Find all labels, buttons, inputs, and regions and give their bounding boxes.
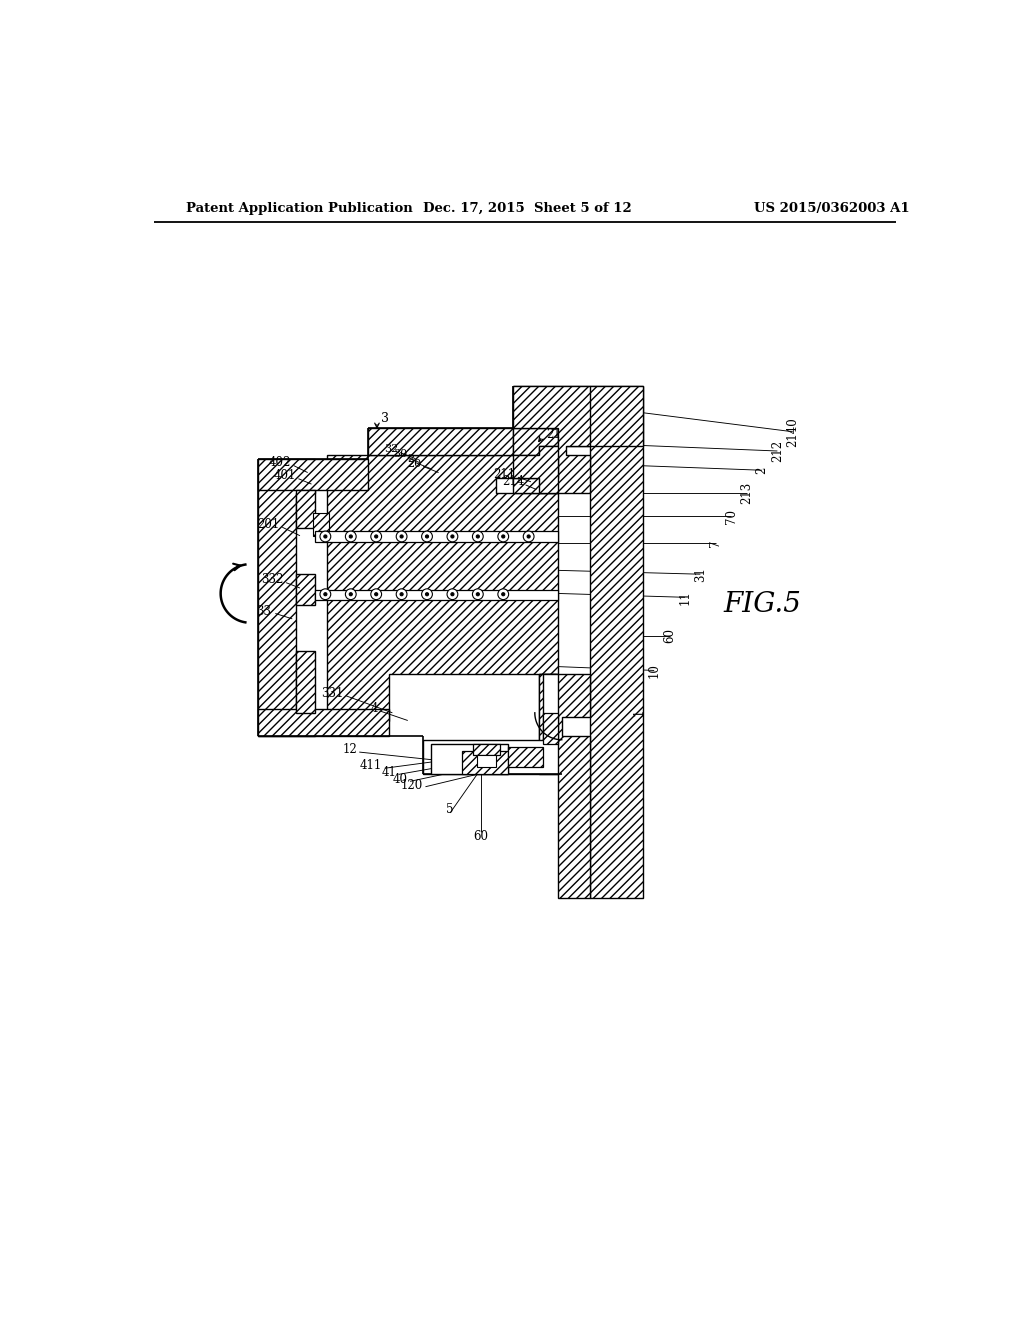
Text: 21: 21	[547, 428, 561, 441]
Polygon shape	[543, 713, 558, 743]
Polygon shape	[513, 428, 558, 455]
Text: 7: 7	[710, 540, 722, 548]
Text: 2: 2	[407, 454, 414, 465]
Polygon shape	[477, 755, 497, 767]
Circle shape	[472, 589, 483, 599]
Polygon shape	[296, 574, 315, 605]
Polygon shape	[513, 385, 590, 494]
Polygon shape	[513, 446, 558, 494]
Circle shape	[324, 535, 327, 539]
Polygon shape	[590, 385, 643, 898]
Text: 1: 1	[632, 709, 645, 717]
Text: 120: 120	[401, 779, 423, 792]
Circle shape	[396, 589, 407, 599]
Polygon shape	[508, 747, 543, 767]
Circle shape	[349, 593, 352, 595]
Polygon shape	[513, 385, 643, 446]
Polygon shape	[258, 709, 388, 737]
Text: 212: 212	[771, 440, 783, 462]
Polygon shape	[368, 428, 513, 455]
Circle shape	[476, 593, 479, 595]
Text: 4: 4	[371, 702, 379, 715]
Circle shape	[425, 593, 429, 595]
Text: 60: 60	[473, 829, 488, 842]
Text: 214: 214	[502, 475, 524, 488]
Circle shape	[451, 535, 454, 539]
Polygon shape	[315, 590, 558, 599]
Circle shape	[375, 535, 378, 539]
Circle shape	[527, 535, 530, 539]
Circle shape	[472, 531, 483, 543]
Circle shape	[447, 589, 458, 599]
Polygon shape	[327, 455, 558, 721]
Circle shape	[324, 593, 327, 595]
Text: 33: 33	[256, 605, 271, 618]
Circle shape	[371, 589, 382, 599]
Circle shape	[425, 535, 429, 539]
Polygon shape	[296, 490, 315, 528]
Circle shape	[476, 535, 479, 539]
Polygon shape	[315, 531, 558, 543]
Circle shape	[345, 589, 356, 599]
Circle shape	[375, 593, 378, 595]
Text: 401: 401	[273, 469, 296, 482]
Circle shape	[400, 593, 403, 595]
Text: 11: 11	[679, 590, 691, 605]
Text: Patent Application Publication: Patent Application Publication	[186, 202, 413, 215]
Text: 332: 332	[261, 573, 283, 586]
Circle shape	[502, 593, 505, 595]
Text: 213: 213	[740, 482, 753, 504]
Circle shape	[447, 531, 458, 543]
Text: 60: 60	[664, 628, 676, 643]
Text: 402: 402	[268, 455, 291, 469]
Polygon shape	[427, 675, 556, 771]
Circle shape	[345, 531, 356, 543]
Text: 12: 12	[343, 743, 357, 756]
Circle shape	[498, 531, 509, 543]
Text: 201: 201	[257, 517, 280, 531]
Text: FIG.5: FIG.5	[724, 591, 802, 619]
Circle shape	[502, 535, 505, 539]
Polygon shape	[539, 675, 590, 898]
Text: Dec. 17, 2015  Sheet 5 of 12: Dec. 17, 2015 Sheet 5 of 12	[423, 202, 632, 215]
Polygon shape	[313, 512, 330, 536]
Text: 2140: 2140	[786, 417, 800, 446]
Text: 32: 32	[384, 445, 398, 454]
Text: 41: 41	[381, 766, 396, 779]
Text: 10: 10	[647, 663, 660, 678]
Circle shape	[422, 531, 432, 543]
Circle shape	[400, 535, 403, 539]
Polygon shape	[296, 651, 315, 713]
Circle shape	[498, 589, 509, 599]
Polygon shape	[258, 459, 315, 737]
Text: 40: 40	[393, 772, 408, 785]
Text: 30: 30	[393, 449, 407, 459]
Text: 331: 331	[321, 686, 343, 700]
Circle shape	[349, 535, 352, 539]
Polygon shape	[431, 743, 508, 775]
Text: 20: 20	[408, 459, 422, 469]
Circle shape	[523, 531, 535, 543]
Polygon shape	[473, 743, 500, 755]
Circle shape	[319, 589, 331, 599]
Text: 3: 3	[381, 412, 389, 425]
Polygon shape	[258, 459, 368, 490]
Text: 5: 5	[446, 803, 454, 816]
Text: US 2015/0362003 A1: US 2015/0362003 A1	[755, 202, 910, 215]
Text: 411: 411	[360, 759, 382, 772]
Text: 31: 31	[694, 566, 707, 582]
Circle shape	[396, 531, 407, 543]
Circle shape	[319, 531, 331, 543]
Circle shape	[451, 593, 454, 595]
Polygon shape	[423, 675, 558, 775]
Text: 2: 2	[756, 466, 768, 474]
Text: 211: 211	[494, 467, 515, 480]
Circle shape	[422, 589, 432, 599]
Text: 51: 51	[463, 763, 478, 776]
Polygon shape	[462, 751, 508, 775]
Circle shape	[371, 531, 382, 543]
Text: 70: 70	[725, 510, 737, 524]
